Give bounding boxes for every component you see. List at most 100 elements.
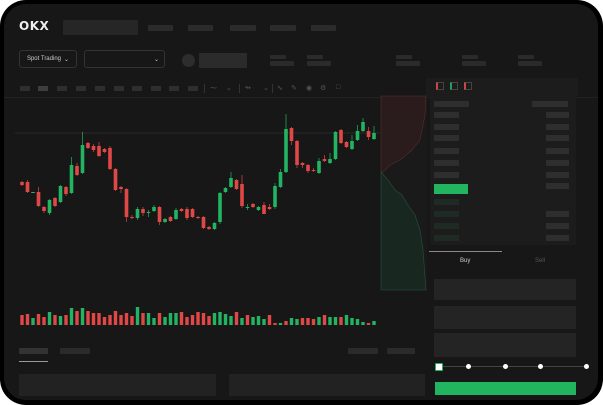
nav-item[interactable] — [230, 25, 256, 31]
timeframe-button[interactable] — [20, 86, 30, 91]
orderbook-both-icon[interactable] — [436, 82, 444, 90]
ask-price[interactable] — [434, 112, 459, 118]
timeframe-button[interactable] — [188, 86, 198, 91]
ask-price[interactable] — [434, 160, 459, 166]
volume-bar — [36, 314, 41, 325]
last-price[interactable] — [434, 184, 468, 194]
settings-icon[interactable]: ⚙ — [320, 85, 327, 92]
slider-step-25[interactable] — [466, 364, 471, 369]
candle-body — [36, 192, 41, 206]
candle — [262, 202, 266, 214]
timeframe-button[interactable] — [114, 86, 124, 91]
bid-amount[interactable] — [546, 211, 569, 217]
chevron-down-icon[interactable]: ⌄ — [263, 85, 269, 92]
candle — [86, 142, 90, 149]
ask-price[interactable] — [434, 135, 459, 141]
bottom-tab-history[interactable] — [60, 348, 90, 354]
amount-input[interactable] — [434, 306, 576, 329]
chart-type-icon[interactable]: ⁓ — [210, 85, 217, 92]
ask-price[interactable] — [434, 124, 459, 130]
timeframe-button[interactable] — [151, 86, 161, 91]
nav-item[interactable] — [311, 25, 336, 31]
candle — [75, 163, 79, 176]
camera-icon[interactable]: ◉ — [306, 85, 313, 92]
slider-step-50[interactable] — [503, 364, 508, 369]
nav-item[interactable] — [148, 25, 173, 31]
nav-item[interactable] — [270, 25, 296, 31]
volume-bar — [229, 316, 233, 325]
candle-body — [20, 182, 24, 185]
candle — [207, 226, 211, 230]
total-input[interactable] — [434, 333, 576, 357]
bid-price[interactable] — [434, 199, 459, 205]
candle — [25, 180, 30, 193]
slider-step-100[interactable] — [584, 364, 589, 369]
volume-bar — [86, 311, 90, 325]
bid-price[interactable] — [434, 223, 459, 229]
bid-amount[interactable] — [546, 235, 569, 241]
ask-price[interactable] — [434, 172, 459, 178]
ask-price[interactable] — [434, 148, 459, 154]
bid-amount[interactable] — [546, 223, 569, 229]
volume-bar — [278, 323, 283, 325]
pair-selector-dropdown[interactable]: ⌄ — [84, 50, 165, 68]
volume-bar — [300, 318, 305, 325]
amount-slider-handle[interactable] — [435, 363, 443, 371]
ask-amount[interactable] — [546, 172, 569, 178]
candle-body — [339, 130, 343, 143]
bid-price[interactable] — [434, 235, 459, 241]
pencil-icon[interactable]: ✎ — [291, 85, 297, 92]
timeframe-button[interactable] — [169, 86, 179, 91]
candle-body — [201, 217, 206, 228]
timeframe-button[interactable] — [57, 86, 67, 91]
buy-button[interactable] — [435, 382, 576, 395]
nav-search-placeholder[interactable] — [63, 20, 138, 35]
orderbook-bids-icon[interactable] — [450, 82, 458, 90]
candle — [361, 118, 365, 132]
timeframe-button[interactable] — [132, 86, 142, 91]
ask-amount[interactable] — [546, 183, 569, 189]
tab-sell[interactable]: Sell — [535, 258, 546, 264]
bottom-action[interactable] — [387, 348, 415, 354]
candle-body — [267, 207, 272, 209]
candle-body — [31, 192, 35, 193]
timeframe-button[interactable] — [76, 86, 86, 91]
orderbook-asks-icon[interactable] — [464, 82, 472, 90]
tab-buy[interactable]: Buy — [460, 258, 471, 264]
pair-name-placeholder — [199, 53, 247, 68]
volume-bar — [31, 318, 35, 325]
line-tool-icon[interactable]: ∿ — [277, 85, 283, 92]
okx-logo[interactable]: OKX — [19, 19, 50, 33]
bottom-action[interactable] — [348, 348, 378, 354]
nav-item[interactable] — [188, 25, 213, 31]
ask-amount[interactable] — [546, 148, 569, 154]
candle — [196, 216, 200, 219]
candle-body — [185, 209, 189, 218]
slider-step-75[interactable] — [538, 364, 543, 369]
order-book-panel — [430, 95, 576, 245]
price-input[interactable] — [434, 279, 576, 300]
candle — [185, 207, 189, 220]
ask-amount[interactable] — [546, 112, 569, 118]
timeframe-button[interactable] — [95, 86, 105, 91]
order-book-header-amount — [532, 101, 568, 107]
bid-price[interactable] — [434, 211, 459, 217]
candle-body — [372, 133, 376, 139]
chevron-down-icon[interactable]: ⌄ — [226, 85, 232, 92]
spot-trading-dropdown[interactable]: Spot Trading ⌄ — [19, 50, 77, 68]
ask-amount[interactable] — [546, 135, 569, 141]
timeframe-button[interactable] — [38, 86, 48, 91]
ask-amount[interactable] — [546, 124, 569, 130]
bottom-tab-open-orders[interactable] — [19, 348, 48, 354]
indicator-icon[interactable]: ↬ — [245, 85, 251, 92]
volume-bar — [185, 317, 189, 325]
amount-slider-track[interactable] — [438, 366, 586, 367]
ask-amount[interactable] — [546, 160, 569, 166]
candle — [157, 206, 162, 225]
candle-body — [317, 161, 321, 173]
volume-bar — [218, 312, 222, 325]
fullscreen-icon[interactable]: □ — [336, 84, 341, 91]
candle — [108, 146, 112, 170]
candle-body — [289, 128, 294, 141]
